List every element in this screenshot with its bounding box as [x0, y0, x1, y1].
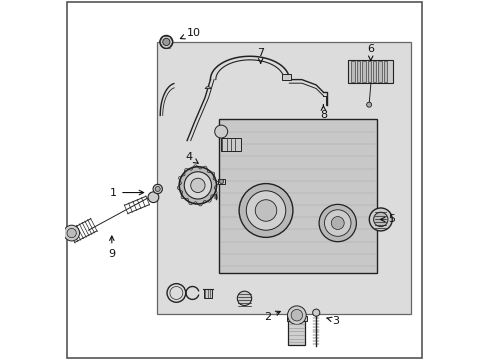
Bar: [217, 179, 225, 184]
Bar: [219, 119, 376, 273]
Text: 7: 7: [257, 48, 264, 63]
Bar: [204, 289, 211, 298]
Bar: [367, 61, 370, 82]
Bar: [378, 61, 381, 82]
Circle shape: [290, 310, 302, 321]
Circle shape: [319, 204, 356, 242]
Circle shape: [366, 102, 371, 107]
Bar: [282, 74, 290, 80]
Circle shape: [312, 309, 319, 316]
Circle shape: [239, 184, 292, 237]
Text: 4: 4: [185, 152, 198, 163]
Circle shape: [190, 178, 204, 193]
Text: 3: 3: [326, 316, 339, 325]
Bar: [362, 61, 365, 82]
Text: 9: 9: [108, 236, 115, 258]
Circle shape: [148, 192, 159, 203]
Text: 8: 8: [319, 105, 326, 121]
Text: 5: 5: [380, 215, 394, 224]
Circle shape: [153, 184, 162, 194]
Circle shape: [155, 186, 160, 192]
Circle shape: [324, 210, 350, 236]
Circle shape: [63, 225, 80, 241]
Bar: [372, 61, 376, 82]
Text: 6: 6: [366, 44, 373, 60]
Circle shape: [330, 217, 344, 229]
Circle shape: [179, 167, 216, 204]
Circle shape: [255, 200, 276, 221]
Bar: [348, 60, 392, 83]
Circle shape: [237, 291, 251, 306]
Circle shape: [368, 208, 391, 231]
Circle shape: [287, 306, 305, 324]
Circle shape: [67, 228, 76, 238]
Bar: [287, 317, 305, 345]
Bar: [156, 42, 410, 315]
Text: 10: 10: [180, 28, 200, 39]
Circle shape: [373, 212, 387, 226]
Circle shape: [163, 39, 169, 45]
Bar: [383, 61, 386, 82]
Polygon shape: [204, 87, 211, 89]
Circle shape: [219, 179, 223, 184]
Bar: [221, 138, 241, 151]
Text: 1: 1: [110, 188, 143, 198]
Text: 2: 2: [264, 311, 280, 322]
Bar: [286, 316, 306, 320]
Circle shape: [160, 36, 172, 48]
Circle shape: [214, 125, 227, 138]
Bar: [356, 61, 360, 82]
Circle shape: [184, 172, 211, 199]
Bar: [351, 61, 354, 82]
Circle shape: [246, 191, 285, 230]
